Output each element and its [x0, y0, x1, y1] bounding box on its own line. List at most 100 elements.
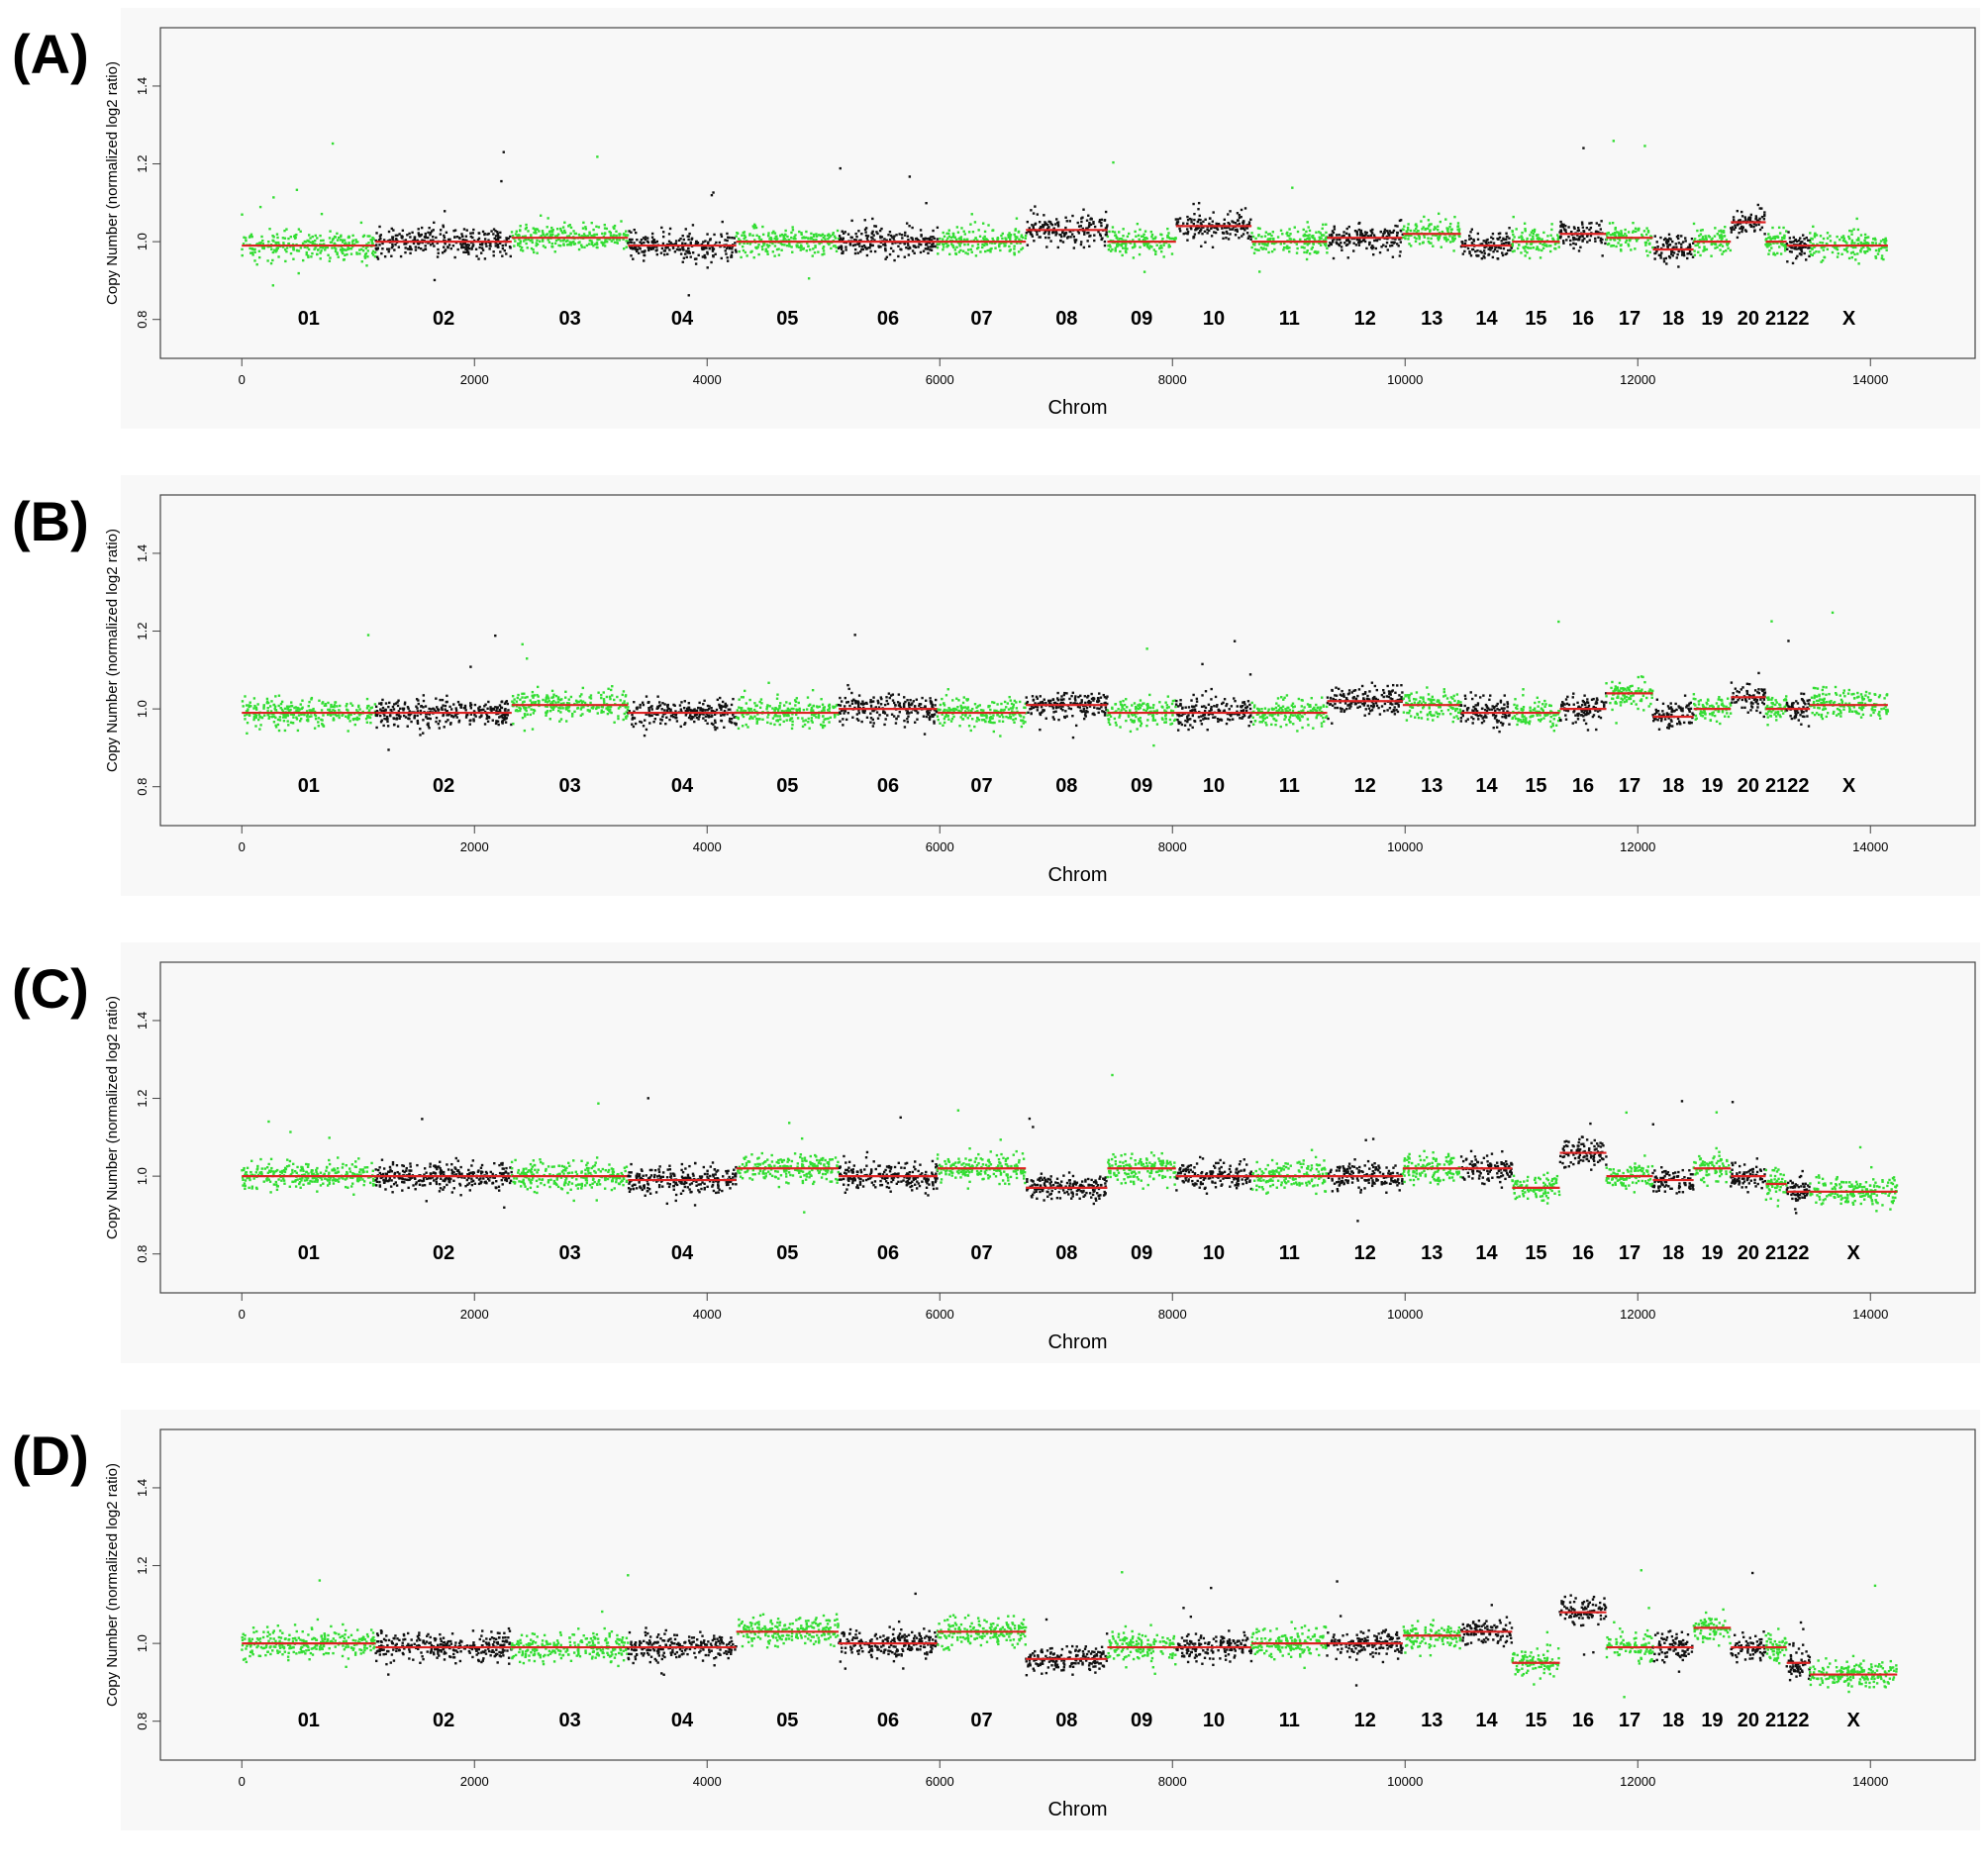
data-point: [1575, 243, 1577, 245]
data-point: [421, 227, 423, 229]
data-point: [714, 722, 716, 724]
data-point: [1134, 245, 1136, 246]
data-point: [423, 700, 425, 702]
data-point: [1645, 227, 1647, 229]
data-point: [683, 257, 685, 259]
data-point: [1610, 245, 1612, 246]
data-point: [492, 719, 494, 721]
data-point: [1629, 240, 1631, 242]
data-point: [1143, 234, 1144, 236]
data-point: [1594, 238, 1596, 240]
chromosome-points-02: [375, 150, 512, 281]
data-point: [1104, 220, 1106, 222]
data-point: [884, 249, 886, 251]
data-point: [1755, 217, 1757, 219]
data-point: [791, 724, 793, 726]
data-point: [1066, 220, 1068, 222]
data-point: [1137, 223, 1139, 225]
data-point: [1508, 227, 1510, 229]
data-point: [1092, 221, 1094, 223]
data-point: [282, 242, 284, 244]
data-point: [1336, 242, 1338, 244]
data-point: [1732, 226, 1734, 228]
data-point: [1160, 250, 1162, 252]
data-point: [1620, 245, 1622, 246]
data-point: [336, 251, 338, 253]
data-point: [344, 248, 346, 250]
data-point: [1525, 230, 1527, 232]
data-point: [1229, 210, 1231, 212]
data-point: [723, 727, 725, 729]
data-point: [365, 264, 367, 266]
data-point: [1365, 232, 1367, 234]
data-point: [1665, 262, 1667, 264]
data-point: [1505, 239, 1507, 241]
data-point: [1492, 250, 1494, 252]
data-point: [338, 709, 340, 711]
data-point: [640, 704, 642, 706]
data-point: [453, 256, 455, 258]
data-point: [1784, 249, 1786, 251]
data-point: [1452, 249, 1454, 251]
data-point: [697, 707, 699, 709]
data-point: [840, 167, 842, 169]
data-point: [1829, 235, 1831, 237]
data-point: [1614, 234, 1616, 236]
data-point: [1567, 236, 1569, 238]
data-point: [662, 236, 664, 238]
data-point: [1634, 247, 1636, 249]
x-tick-label: 12000: [1620, 372, 1655, 387]
data-point: [469, 719, 471, 721]
data-point: [1689, 244, 1691, 246]
data-point: [444, 250, 446, 252]
data-point: [344, 254, 346, 256]
data-point: [396, 718, 398, 720]
data-point: [770, 238, 772, 240]
data-point: [651, 233, 653, 235]
data-point: [787, 715, 789, 717]
data-point: [1648, 243, 1650, 245]
data-point: [1273, 248, 1275, 250]
data-point: [1761, 216, 1763, 218]
data-point: [272, 196, 274, 198]
data-point: [753, 709, 755, 711]
data-point: [909, 175, 911, 177]
data-point: [871, 231, 873, 233]
data-point: [295, 717, 297, 719]
data-point: [1372, 253, 1374, 255]
data-point: [1610, 234, 1612, 236]
data-point: [1614, 239, 1616, 241]
data-point: [712, 255, 714, 257]
data-point: [1186, 233, 1188, 235]
data-point: [492, 250, 494, 252]
data-point: [735, 248, 737, 250]
data-point: [734, 722, 736, 724]
chromosome-label: 03: [558, 308, 580, 330]
data-point: [298, 714, 300, 716]
data-point: [375, 727, 377, 729]
data-point: [525, 243, 527, 245]
data-point: [963, 231, 965, 233]
data-point: [1612, 222, 1614, 224]
data-point: [355, 251, 357, 253]
chromosome-points-22: [1786, 231, 1811, 264]
data-point: [1352, 249, 1354, 251]
data-point: [768, 245, 770, 246]
data-point: [630, 242, 632, 244]
data-point: [688, 250, 690, 252]
chromosome-points-04: [627, 191, 737, 296]
data-point: [822, 704, 824, 706]
data-point: [1192, 203, 1194, 205]
data-point: [549, 234, 551, 236]
data-point: [766, 253, 768, 255]
data-point: [1505, 233, 1507, 235]
data-point: [609, 696, 611, 698]
data-point: [625, 694, 627, 696]
data-point: [395, 235, 397, 237]
data-point: [617, 242, 619, 244]
data-point: [1083, 233, 1085, 235]
data-point: [1768, 249, 1770, 251]
data-point: [823, 252, 825, 254]
data-point: [666, 246, 668, 248]
data-point: [559, 228, 561, 230]
